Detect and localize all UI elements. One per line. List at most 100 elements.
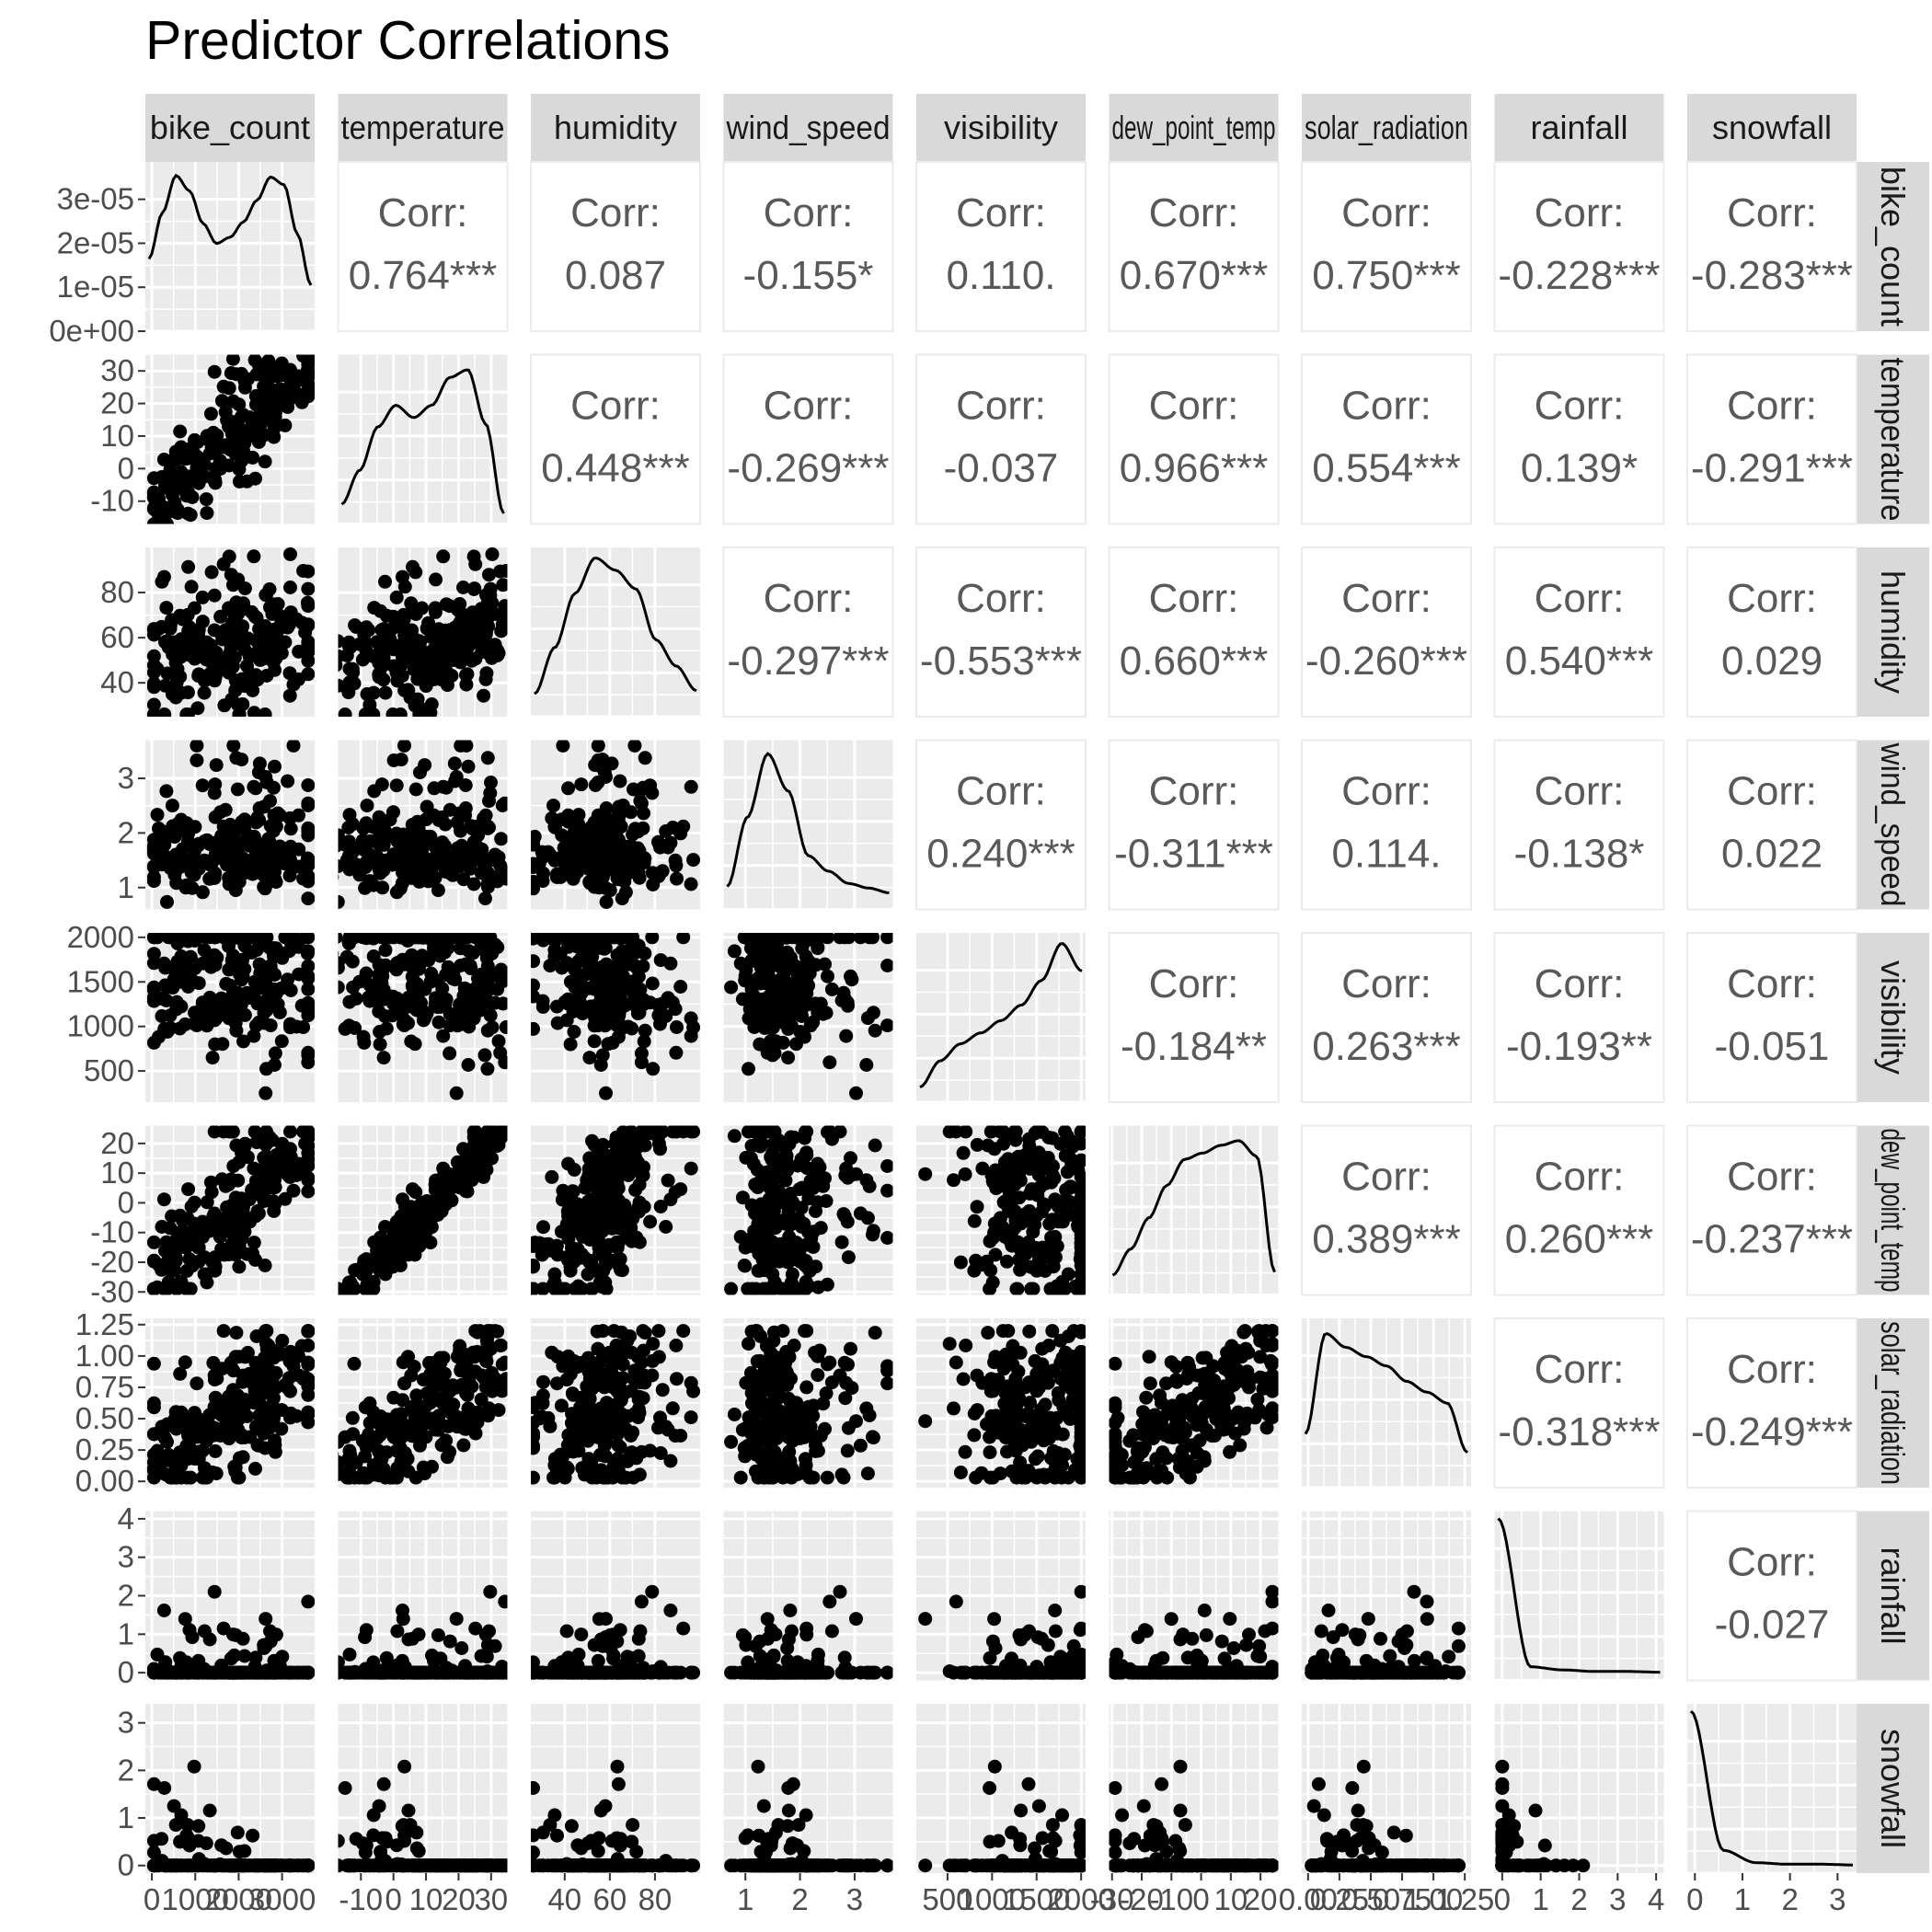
scatter-point [294,1165,309,1179]
scatter-point [425,1459,439,1474]
scatter-point [573,1213,588,1228]
panel-marks [531,933,700,1100]
scatter-point [181,559,196,574]
scatter-point [785,1282,799,1295]
corr-panel [915,546,1087,718]
scatter-point [258,707,272,717]
chart-title: Predictor Correlations [145,10,671,71]
scatter-point [358,1400,373,1415]
scatter-point [178,1017,192,1031]
scatter-point [252,389,267,404]
scatter-point [408,830,422,844]
scatter-point [456,1438,471,1453]
scatter-point [268,1173,282,1188]
scatter-point [459,677,474,692]
corr-value: 0.660*** [1120,638,1268,684]
scatter-point [767,1153,781,1167]
corr-label: Corr: [1727,384,1817,429]
scatter-point [301,868,315,883]
scatter-point [568,962,582,977]
scatter-point [498,1055,508,1070]
scatter-point [263,1364,278,1378]
corr-panel [1686,546,1857,718]
scatter-point [215,1407,230,1420]
scatter-point [397,580,412,594]
scatter-point [301,891,315,906]
corr-value: -0.237*** [1691,1217,1853,1262]
scatter-point [615,1153,628,1167]
scatter-point [653,1017,667,1031]
scatter-point [629,1451,644,1466]
panel-marks [918,1125,1086,1295]
scatter-point [252,1181,267,1196]
scatter-point [845,972,859,987]
scatter-point [232,865,247,880]
scatter-point [481,1409,496,1423]
scatter-point [670,871,684,886]
scatter-point [356,1029,371,1044]
scatter-point [408,853,423,868]
scatter-point [389,590,404,604]
scatter-point [443,1018,457,1033]
scatter-point [646,1125,661,1139]
scatter-point [668,1429,683,1443]
scatter-point [478,891,492,906]
scatter-point [378,574,392,589]
scatter-point [431,650,444,665]
corr-label: Corr: [1341,384,1432,429]
corr-panel [1686,739,1857,911]
scatter-point [408,1213,422,1228]
scatter-point [281,774,295,788]
corr-panel [1493,546,1665,718]
scatter-point [956,1145,971,1160]
scatter-point [366,949,381,963]
scatter-point [684,1375,698,1390]
y-tick-label: 0e+00 [49,314,134,348]
corr-panel [1493,353,1665,525]
scatter-point [560,811,575,824]
scatter-point [1008,1152,1023,1167]
scatter-point [558,995,572,1009]
scatter-point [801,1191,816,1206]
column-strip-label: rainfall [1530,109,1627,146]
scatter-point [424,857,439,872]
y-tick-label: 1.00 [75,1339,134,1373]
scatter-point [259,1353,273,1368]
scatter-point [767,1046,782,1061]
scatter-point [880,933,893,945]
scatter-point [252,801,267,815]
scatter-point [811,1280,825,1294]
scatter-point [263,959,278,973]
scatter-point [459,1183,474,1198]
scatter-point [1026,1225,1041,1239]
scatter-point [268,759,282,774]
scatter-point [252,812,267,827]
scatter-point [799,1282,812,1295]
y-tick-label: 20 [100,386,134,420]
row-strip-label: visibility [1874,960,1912,1075]
row-strip [1856,162,1929,331]
panel-marks [531,740,700,909]
scatter-point [555,851,569,866]
column-strip-label: solar_radiation [1305,109,1468,146]
scatter-point [281,1381,295,1396]
scatter-point [173,424,188,439]
scatter-point [789,1037,803,1052]
scatter-point [684,1161,698,1176]
scatter-point [397,1200,412,1213]
scatter-point [146,1427,161,1442]
scatter-point [638,751,652,765]
scatter-point [152,1029,166,1044]
scatter-point [209,758,224,773]
scatter-point [498,1355,508,1370]
scatter-point [1024,1282,1039,1295]
scatter-point [146,859,161,874]
scatter-point [480,610,495,625]
scatter-point [301,354,315,364]
scatter-point [229,1023,244,1038]
scatter-point [485,547,500,561]
corr-label: Corr: [1727,576,1817,621]
scatter-point [477,688,491,703]
scatter-point [545,933,559,945]
scatter-point [191,1425,206,1440]
